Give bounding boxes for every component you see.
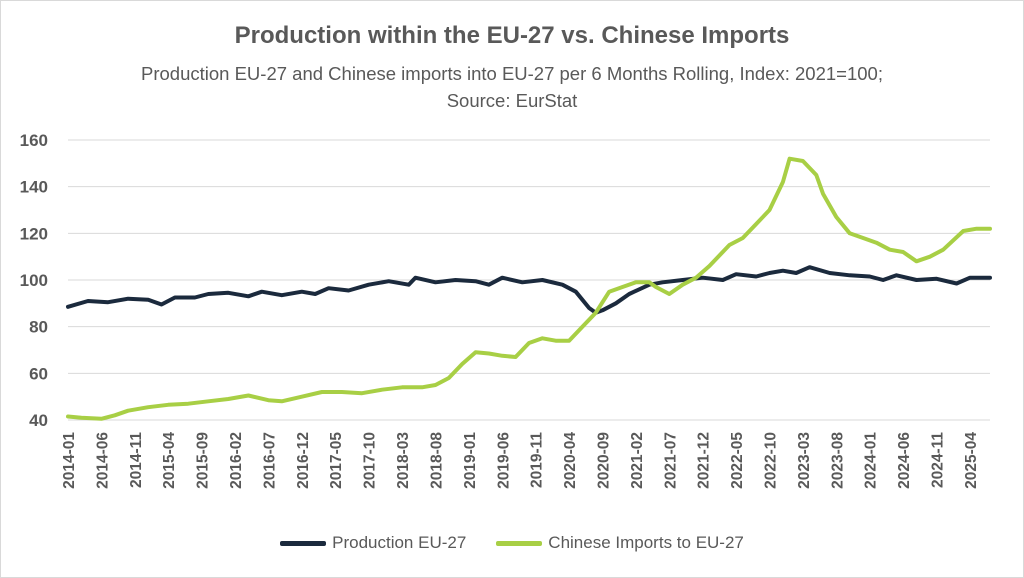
x-tick-label: 2016-07	[261, 432, 278, 489]
x-tick-label: 2018-03	[395, 432, 412, 489]
y-tick-label: 160	[20, 131, 48, 150]
x-tick-label: 2021-12	[696, 432, 713, 489]
x-tick-label: 2022-10	[763, 432, 780, 489]
chart-subtitle: Production EU-27 and Chinese imports int…	[141, 63, 883, 111]
y-tick-label: 40	[29, 411, 48, 430]
x-tick-label: 2023-08	[829, 432, 846, 489]
legend-item-chinese-imports: Chinese Imports to EU-27	[496, 533, 744, 553]
x-tick-label: 2014-06	[94, 432, 111, 489]
x-tick-label: 2024-01	[863, 432, 880, 489]
x-tick-label: 2020-09	[595, 432, 612, 489]
x-tick-label: 2015-04	[161, 432, 178, 489]
y-tick-label: 100	[20, 271, 48, 290]
chart-title: Production within the EU-27 vs. Chinese …	[234, 22, 790, 49]
y-tick-label: 120	[20, 224, 48, 243]
legend: Production EU-27 Chinese Imports to EU-2…	[0, 532, 1024, 554]
series-line-chinese-imports	[66, 156, 992, 421]
x-tick-label: 2017-10	[362, 432, 379, 489]
legend-swatch-production	[280, 540, 327, 546]
y-tick-label: 80	[29, 318, 48, 337]
x-tick-label: 2019-01	[462, 432, 479, 489]
x-tick-label: 2022-05	[729, 432, 746, 489]
y-tick-label: 140	[20, 178, 48, 197]
legend-label-production: Production EU-27	[332, 533, 467, 552]
x-tick-label: 2014-01	[61, 432, 78, 489]
series-line-production	[66, 265, 992, 315]
x-tick-label: 2021-07	[662, 432, 679, 489]
x-tick-label: 2014-11	[128, 432, 145, 488]
x-tick-label: 2024-06	[896, 432, 913, 489]
x-tick-label: 2021-02	[629, 432, 646, 489]
x-tick-label: 2016-12	[295, 432, 312, 489]
x-tick-label: 2019-06	[495, 432, 512, 489]
x-axis-ticks: 2014-01 2014-06 2014-11 2015-04 2015-09 2016-…	[61, 432, 980, 489]
y-tick-label: 60	[29, 364, 48, 383]
legend-label-chinese-imports: Chinese Imports to EU-27	[548, 533, 744, 552]
x-tick-label: 2018-08	[428, 432, 445, 489]
x-tick-label: 2024-11	[930, 432, 947, 488]
legend-swatch-chinese-imports	[496, 540, 543, 546]
x-tick-label: 2023-03	[796, 432, 813, 489]
x-tick-label: 2016-02	[228, 432, 245, 489]
series-lines	[66, 156, 992, 421]
x-tick-label: 2019-11	[529, 432, 546, 488]
x-tick-label: 2017-05	[328, 432, 345, 489]
legend-item-production: Production EU-27	[280, 533, 466, 553]
x-tick-label: 2025-04	[963, 432, 980, 489]
x-tick-label: 2020-04	[562, 432, 579, 489]
y-axis-ticks: 40 60 80 100 120 140 160	[20, 131, 48, 430]
x-tick-label: 2015-09	[195, 432, 212, 489]
